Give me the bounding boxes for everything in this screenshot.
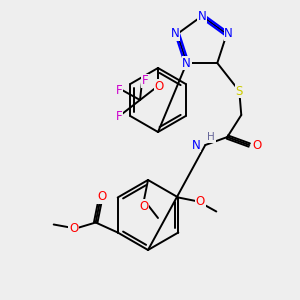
Text: O: O [253,139,262,152]
Text: F: F [142,74,148,88]
Text: N: N [198,10,206,22]
Text: O: O [196,195,205,208]
Text: O: O [97,190,106,203]
Text: N: N [191,139,200,152]
Text: O: O [154,80,164,92]
Text: S: S [236,85,243,98]
Text: N: N [224,28,233,40]
Text: H: H [207,132,215,142]
Text: N: N [182,56,191,70]
Text: O: O [69,222,78,235]
Text: O: O [140,200,148,212]
Text: F: F [116,110,122,122]
Text: F: F [116,83,122,97]
Text: N: N [171,28,180,40]
